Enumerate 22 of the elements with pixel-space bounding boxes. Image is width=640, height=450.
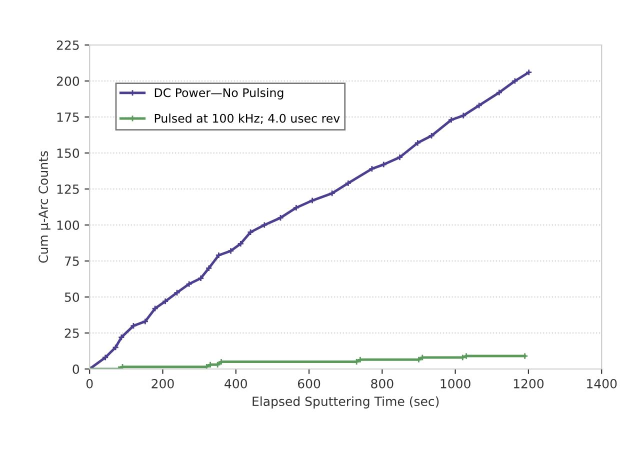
x-axis-title: Elapsed Sputtering Time (sec) (252, 396, 439, 408)
x-tick-label: 1200 (514, 378, 544, 388)
x-tick-label: 800 (371, 378, 394, 388)
y-tick-label: 25 (64, 328, 79, 338)
x-tick-label: 1000 (440, 378, 470, 388)
x-tick-label: 400 (224, 378, 247, 388)
y-tick-label: 150 (57, 148, 80, 158)
y-tick-label: 225 (56, 40, 79, 50)
y-tick-label: 100 (57, 220, 80, 230)
y-tick-label: 75 (64, 256, 79, 266)
y-tick-label: 200 (56, 76, 80, 86)
x-tick-label: 1400 (587, 378, 617, 388)
legend-label: Pulsed at 100 kHz; 4.0 usec rev (154, 114, 340, 124)
x-tick-label: 0 (86, 378, 93, 388)
x-tick-label: 600 (298, 378, 320, 388)
x-tick-label: 200 (152, 378, 174, 388)
y-tick-label: 125 (57, 184, 79, 194)
y-axis-title: Cum µ-Arc Counts (38, 151, 50, 263)
y-tick-label: 175 (57, 112, 79, 122)
y-tick-label: 50 (64, 292, 80, 302)
legend-label: DC Power—No Pulsing (154, 88, 284, 100)
y-tick-label: 0 (72, 364, 80, 374)
